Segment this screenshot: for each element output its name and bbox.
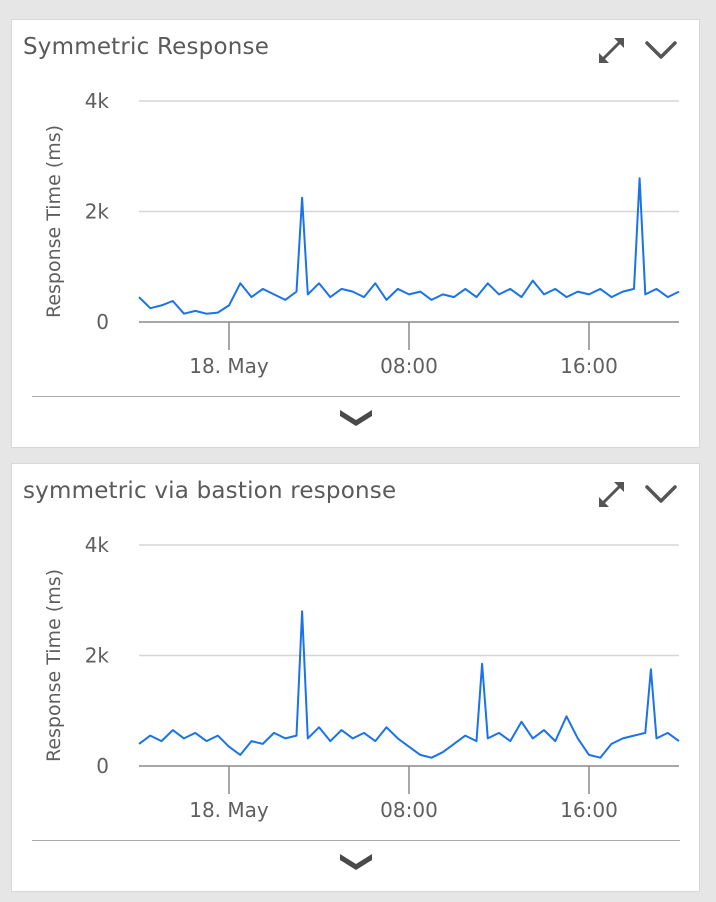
line-chart: 0 2k 4k 18. May 08:00 16:00 Response Time (ms) [43, 89, 680, 378]
y-tick-label: 4k [85, 89, 110, 113]
panel-title: Symmetric Response [23, 34, 270, 60]
x-tick-label: 18. May [189, 354, 269, 378]
footer-divider [32, 840, 680, 841]
chevron-down-icon[interactable] [643, 476, 679, 512]
x-tick-label: 16:00 [560, 798, 618, 822]
x-tick-label: 16:00 [560, 354, 618, 378]
x-tick-label: 08:00 [380, 798, 438, 822]
series-line [138, 610, 680, 759]
chevron-down-icon[interactable] [337, 848, 375, 876]
y-axis-label: Response Time (ms) [43, 569, 65, 762]
chart-panel: Symmetric Response 0 2k 4k 18. May 08:00 16:0… [11, 19, 700, 448]
chevron-down-icon[interactable] [337, 404, 375, 432]
x-tick-label: 18. May [189, 798, 269, 822]
y-tick-label: 0 [96, 754, 109, 778]
expand-arrows-icon[interactable] [594, 476, 630, 512]
expand-arrows-icon[interactable] [594, 32, 630, 68]
footer-divider [32, 396, 680, 397]
y-tick-label: 0 [96, 310, 109, 334]
x-tick-label: 08:00 [380, 354, 438, 378]
y-tick-label: 4k [85, 533, 110, 557]
y-axis-label: Response Time (ms) [43, 125, 65, 318]
y-tick-label: 2k [85, 644, 110, 668]
y-tick-label: 2k [85, 200, 110, 224]
chevron-down-icon[interactable] [643, 32, 679, 68]
series-line [138, 177, 680, 315]
line-chart: 0 2k 4k 18. May 08:00 16:00 Response Time (ms) [43, 533, 680, 822]
chart-panel: symmetric via bastion response 0 2k 4k 18. … [11, 463, 700, 892]
panel-title: symmetric via bastion response [23, 478, 397, 504]
